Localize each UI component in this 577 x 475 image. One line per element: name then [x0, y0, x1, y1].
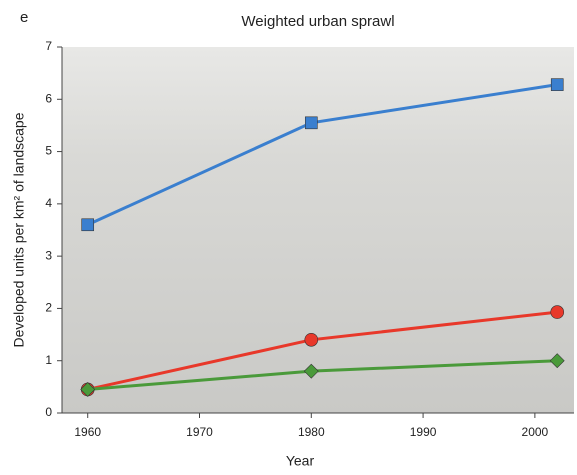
chart-title: Weighted urban sprawl	[241, 13, 394, 30]
marker	[551, 79, 563, 91]
x-tick-label: 1960	[74, 425, 101, 439]
y-tick-label: 5	[45, 144, 52, 158]
marker	[305, 333, 318, 346]
y-tick-label: 7	[45, 39, 52, 53]
x-tick-label: 1990	[410, 425, 437, 439]
y-tick-label: 4	[45, 196, 52, 210]
marker	[305, 117, 317, 129]
x-tick-label: 2000	[522, 425, 549, 439]
y-tick-label: 0	[45, 405, 52, 419]
y-tick-label: 6	[45, 91, 52, 105]
x-tick-label: 1970	[186, 425, 213, 439]
y-tick-label: 2	[45, 301, 52, 315]
y-tick-label: 1	[45, 353, 52, 367]
marker	[82, 219, 94, 231]
y-tick-label: 3	[45, 248, 52, 262]
plot-background	[62, 47, 574, 413]
x-axis-label: Year	[286, 453, 315, 469]
y-axis-label: Developed units per km² of landscape	[11, 112, 27, 347]
marker	[551, 306, 564, 319]
x-tick-label: 1980	[298, 425, 325, 439]
chart: e Weighted urban sprawl Year Developed u…	[0, 0, 577, 470]
panel-label: e	[20, 9, 28, 26]
